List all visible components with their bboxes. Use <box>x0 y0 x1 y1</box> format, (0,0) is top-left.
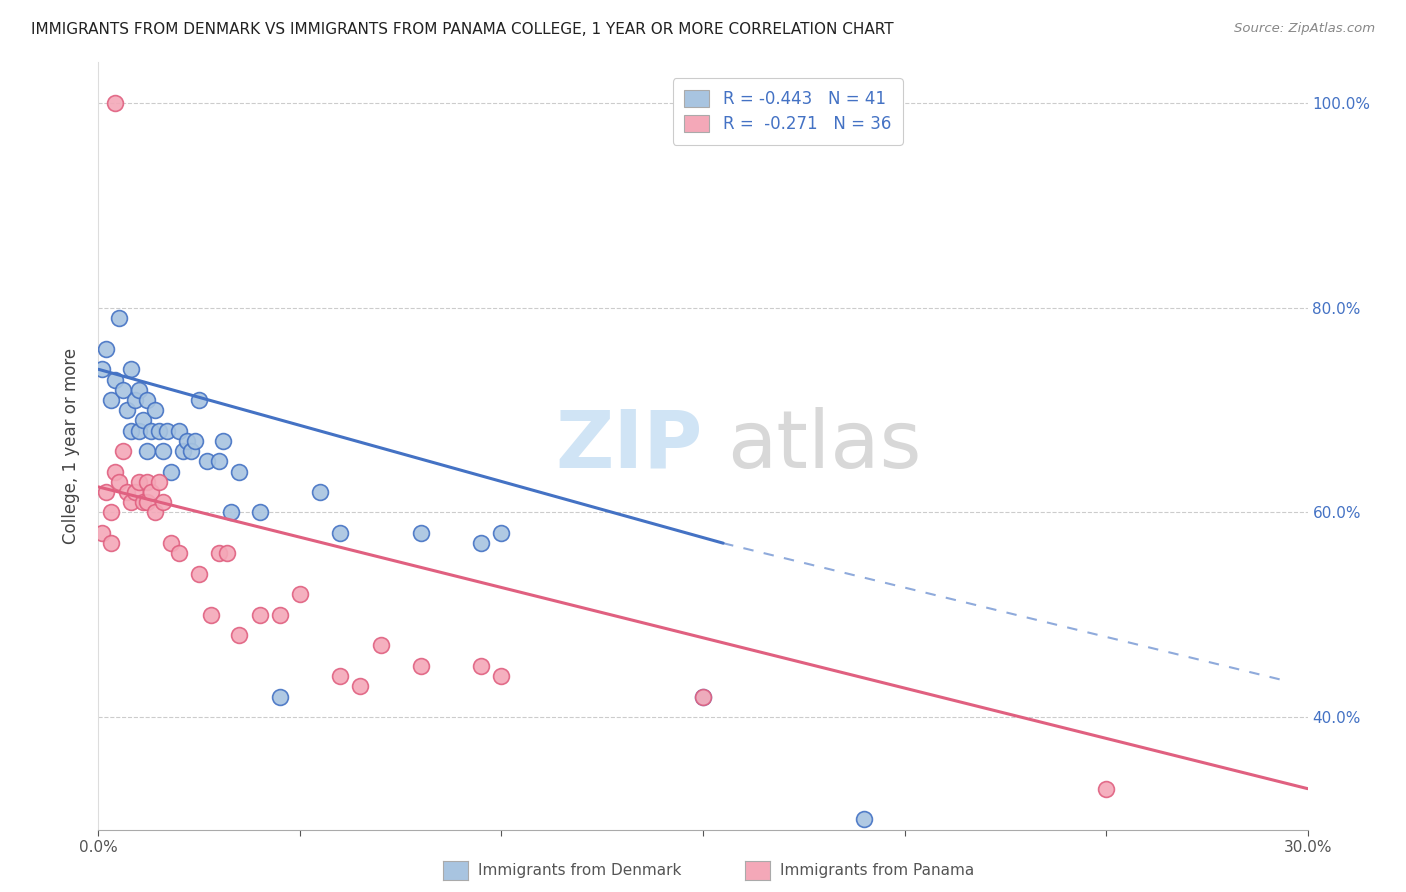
Point <box>188 566 211 581</box>
Point <box>139 485 162 500</box>
Point <box>349 679 371 693</box>
Legend: R = -0.443   N = 41, R =  -0.271   N = 36: R = -0.443 N = 41, R = -0.271 N = 36 <box>672 78 903 145</box>
Point <box>269 690 291 704</box>
Point <box>103 96 125 111</box>
Point <box>329 669 352 683</box>
Point <box>470 659 492 673</box>
Point <box>135 495 157 509</box>
Point <box>853 813 876 827</box>
Point <box>208 546 231 560</box>
Point <box>107 311 129 326</box>
Point <box>132 413 155 427</box>
Point <box>115 485 138 500</box>
Point <box>160 536 183 550</box>
Point <box>111 444 134 458</box>
Point <box>96 485 118 500</box>
Point <box>221 506 243 520</box>
Point <box>135 444 157 458</box>
Point <box>692 690 714 704</box>
Point <box>139 424 162 438</box>
Point <box>269 607 291 622</box>
Point <box>152 444 174 458</box>
Point <box>91 525 114 540</box>
Text: atlas: atlas <box>727 407 921 485</box>
Point <box>329 525 352 540</box>
Point <box>111 383 134 397</box>
Point <box>120 424 142 438</box>
Point <box>148 424 170 438</box>
Point <box>409 659 432 673</box>
Point <box>195 454 218 468</box>
Point <box>288 587 311 601</box>
Point <box>228 628 250 642</box>
Point <box>143 403 166 417</box>
Text: Source: ZipAtlas.com: Source: ZipAtlas.com <box>1234 22 1375 36</box>
Point <box>176 434 198 448</box>
Point <box>120 362 142 376</box>
Point <box>91 362 114 376</box>
Point <box>148 475 170 489</box>
Point <box>156 424 179 438</box>
Point <box>107 475 129 489</box>
Point <box>309 485 332 500</box>
Point <box>124 485 146 500</box>
Point <box>135 475 157 489</box>
Point <box>160 465 183 479</box>
Point <box>188 392 211 407</box>
Point <box>491 669 513 683</box>
Point <box>228 465 250 479</box>
Y-axis label: College, 1 year or more: College, 1 year or more <box>62 348 80 544</box>
Point <box>208 454 231 468</box>
Point <box>491 525 513 540</box>
Point <box>167 424 190 438</box>
Point <box>409 525 432 540</box>
Point <box>128 424 150 438</box>
Point <box>128 475 150 489</box>
Point <box>172 444 194 458</box>
Text: ZIP: ZIP <box>555 407 703 485</box>
Point <box>100 536 122 550</box>
Point <box>167 546 190 560</box>
Point <box>128 383 150 397</box>
Point <box>1095 781 1118 796</box>
Point <box>212 434 235 448</box>
Point <box>103 465 125 479</box>
Point <box>249 506 271 520</box>
Point <box>184 434 207 448</box>
Point <box>152 495 174 509</box>
Point <box>217 546 239 560</box>
Point <box>692 690 714 704</box>
Point <box>135 392 157 407</box>
Point <box>200 607 222 622</box>
Point <box>180 444 202 458</box>
Point <box>100 392 122 407</box>
Point <box>370 639 392 653</box>
Point <box>143 506 166 520</box>
Point <box>96 342 118 356</box>
Point <box>470 536 492 550</box>
Text: Immigrants from Panama: Immigrants from Panama <box>780 863 974 878</box>
Point <box>115 403 138 417</box>
Point <box>124 392 146 407</box>
Point <box>132 495 155 509</box>
Point <box>120 495 142 509</box>
Point <box>100 506 122 520</box>
Point <box>249 607 271 622</box>
Text: IMMIGRANTS FROM DENMARK VS IMMIGRANTS FROM PANAMA COLLEGE, 1 YEAR OR MORE CORREL: IMMIGRANTS FROM DENMARK VS IMMIGRANTS FR… <box>31 22 894 37</box>
Text: Immigrants from Denmark: Immigrants from Denmark <box>478 863 682 878</box>
Point <box>103 372 125 386</box>
